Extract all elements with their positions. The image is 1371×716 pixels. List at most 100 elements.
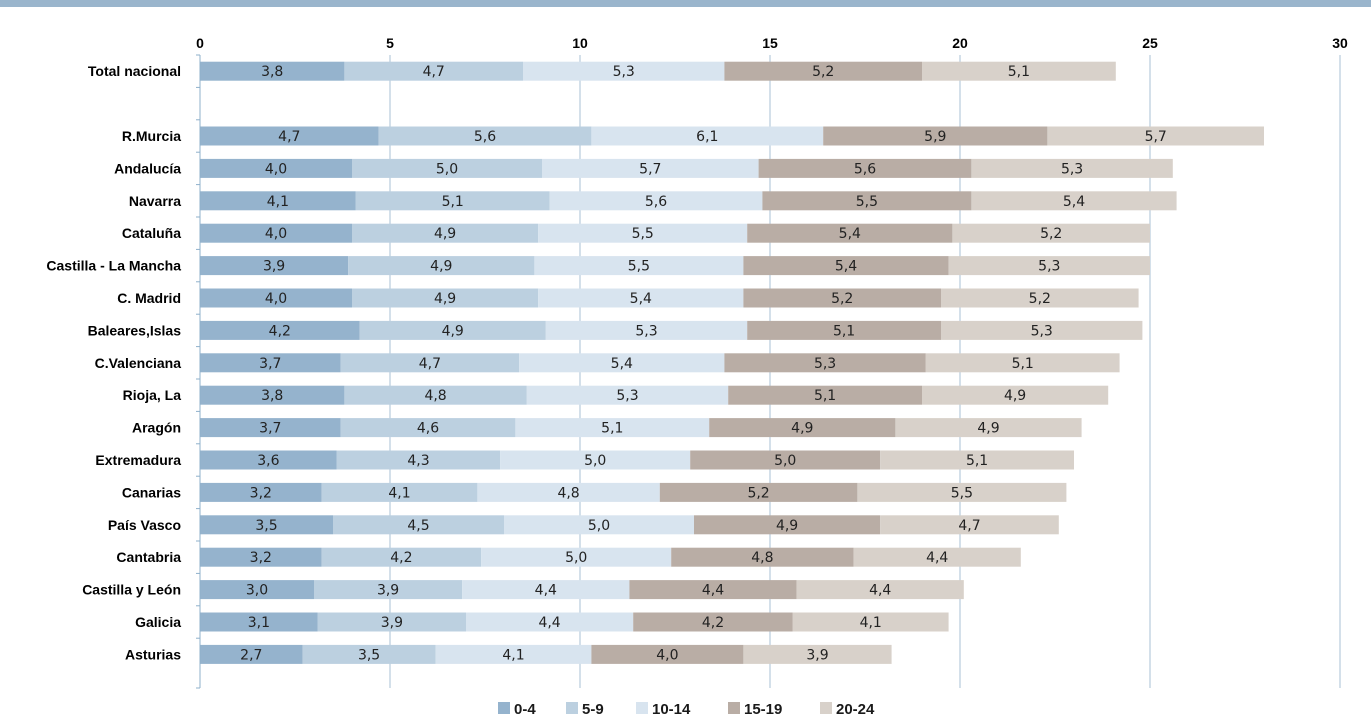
data-label: 4,4 [535,583,557,599]
bar-segment [352,288,539,308]
data-label: 5,4 [630,291,652,307]
data-label: 5,2 [747,485,769,501]
category-label: Asturias [125,646,181,662]
bar-segment [724,61,922,81]
data-label: 5,1 [833,323,855,339]
data-label: 3,8 [261,64,283,80]
data-label: 4,2 [702,615,724,631]
category-label: Total nacional [88,63,181,79]
data-label: 4,4 [869,583,891,599]
category-label: Andalucía [114,160,181,176]
bar-segment [200,288,352,308]
data-label: 5,5 [951,485,973,501]
data-label: 5,4 [835,259,857,275]
bar-segment [515,418,710,438]
bar-segment [344,61,523,81]
category-label: Castilla y León [82,582,181,598]
bar-segment [314,580,463,600]
x-tick-label: 30 [1332,35,1348,51]
bar-segment [743,644,892,664]
bar-segment [200,223,352,243]
bar-segment [747,320,941,340]
data-label: 4,4 [538,615,560,631]
bar-segment [200,126,379,146]
data-label: 4,2 [390,550,412,566]
bar-segment [941,288,1139,308]
bar-segment [378,126,592,146]
data-label: 5,3 [1038,259,1060,275]
data-label: 4,0 [265,226,287,242]
category-label: Castilla - La Mancha [46,258,181,274]
bar-segment [922,61,1116,81]
data-label: 4,6 [417,421,439,437]
bar-segment [952,223,1150,243]
data-label: 4,3 [407,453,429,469]
bar-segment [538,223,748,243]
data-label: 5,1 [442,194,464,210]
bar-segment [633,612,793,632]
data-label: 4,9 [791,421,813,437]
bar-segment [504,515,694,535]
data-label: 3,8 [261,388,283,404]
bar-segment [542,158,759,178]
bar-segment [466,612,634,632]
data-label: 5,3 [616,388,638,404]
category-label: R.Murcia [122,128,181,144]
data-label: 4,7 [419,356,441,372]
data-label: 5,1 [966,453,988,469]
data-label: 5,0 [436,161,458,177]
bar-segment [941,320,1143,340]
x-tick-label: 15 [762,35,778,51]
data-label: 4,9 [442,323,464,339]
x-tick-label: 0 [196,35,204,51]
x-tick-label: 10 [572,35,588,51]
data-label: 5,4 [839,226,861,242]
category-label: Aragón [132,420,181,436]
legend-swatch [566,702,578,714]
bar-segment [758,158,972,178]
bar-segment [690,450,881,470]
bar-segment [200,158,352,178]
bar-segment [747,223,953,243]
data-label: 5,7 [1145,129,1167,145]
bars [196,54,1264,689]
data-label: 3,5 [255,518,277,534]
top-accent-bar [0,0,1371,7]
data-label: 5,2 [1029,291,1051,307]
data-label: 5,4 [611,356,633,372]
data-label: 4,0 [265,291,287,307]
legend-label: 15-19 [744,701,782,716]
data-label: 3,9 [377,583,399,599]
data-label: 3,5 [358,647,380,663]
bar-segment [948,256,1150,276]
data-label: 4,8 [751,550,773,566]
data-label: 4,4 [702,583,724,599]
bar-segment [591,644,744,664]
bar-segment [200,580,314,600]
data-label: 4,7 [423,64,445,80]
data-label: 5,6 [474,129,496,145]
data-label: 2,7 [240,647,262,663]
data-label: 5,5 [632,226,654,242]
data-labels: 3,8 4,7 5,3 5,2 5,1 4,7 5,6 6,1 5,9 5,7 4,0 5,0 5,7 5… [240,64,1167,663]
bar-segment [591,126,824,146]
bar-segment [462,580,630,600]
category-label: Baleares,Islas [88,322,182,338]
bar-segment [880,515,1059,535]
bar-segment [200,191,356,211]
data-label: 4,5 [407,518,429,534]
bar-segment [728,385,922,405]
data-label: 5,0 [584,453,606,469]
data-label: 4,9 [434,226,456,242]
bar-segment [200,418,341,438]
bar-segment [477,482,660,502]
bar-segment [549,191,763,211]
bar-segment [200,61,345,81]
bar-segment [519,353,725,373]
bar-segment [355,191,550,211]
bar-segment [200,450,337,470]
bar-segment [880,450,1074,470]
bar-segment [629,580,797,600]
category-label: Canarias [122,484,181,500]
